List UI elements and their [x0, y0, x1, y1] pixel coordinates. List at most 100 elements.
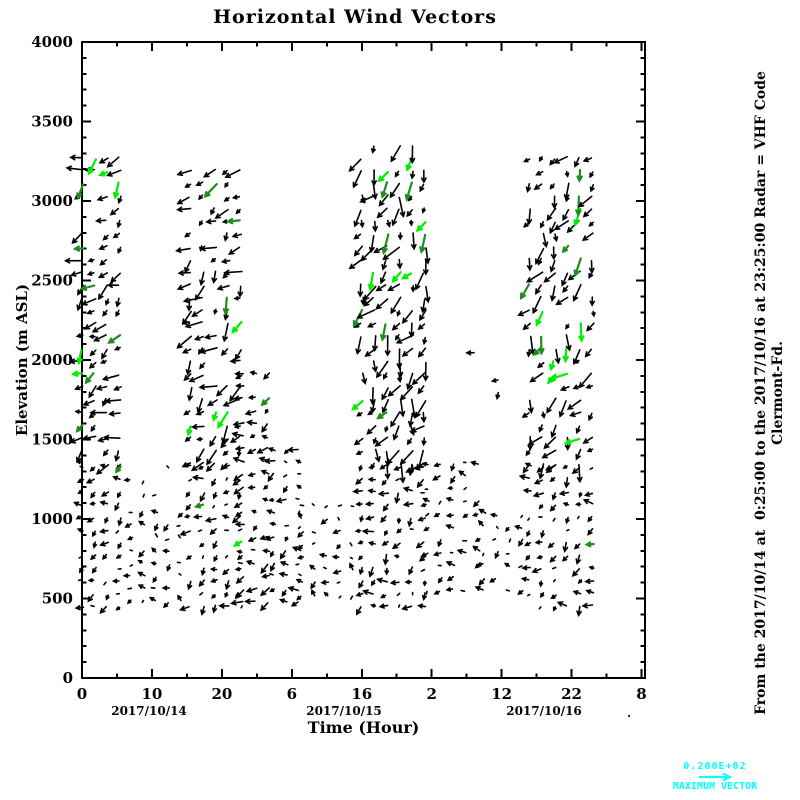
wind-vector: [420, 502, 427, 508]
wind-vector: [421, 461, 429, 467]
wind-vector: [445, 561, 456, 567]
wind-vector: [586, 322, 595, 332]
wind-vector: [358, 580, 364, 589]
wind-vector: [382, 553, 389, 566]
wind-vector: [585, 384, 594, 389]
wind-vector: [75, 450, 83, 464]
wind-vector: [495, 525, 499, 530]
wind-vector: [286, 446, 299, 453]
wind-vector: [406, 437, 413, 446]
wind-vector: [194, 285, 205, 301]
wind-vector: [250, 509, 257, 514]
wind-vector: [204, 517, 217, 523]
wind-vector: [192, 514, 203, 520]
wind-vector: [297, 526, 301, 530]
wind-vector: [100, 359, 107, 364]
wind-vector: [420, 552, 429, 558]
wind-vector: [359, 219, 365, 229]
wind-vector: [177, 512, 183, 518]
wind-vector: [261, 434, 269, 440]
wind-vector: [198, 384, 218, 390]
wind-vector: [357, 540, 364, 545]
wind-vector: [526, 208, 533, 226]
wind-vector: [395, 478, 400, 482]
wind-vector: [425, 590, 428, 595]
wind-vector: [552, 579, 556, 583]
wind-vector: [391, 542, 401, 550]
wind-vector: [199, 592, 204, 596]
wind-vector: [275, 497, 287, 504]
wind-vector: [98, 528, 109, 534]
wind-vector: [422, 258, 429, 276]
wind-vector: [191, 474, 204, 481]
wind-vector: [547, 542, 555, 549]
wind-vector: [332, 569, 342, 575]
wind-vector: [408, 322, 415, 338]
wind-vector: [358, 566, 364, 576]
wind-vector: [581, 232, 594, 241]
wind-vector: [561, 555, 569, 562]
y-tick-label: 2000: [31, 351, 73, 369]
wind-vector: [417, 347, 427, 358]
wind-vector: [410, 232, 417, 251]
wind-vector: [116, 219, 122, 229]
wind-vector: [199, 271, 205, 287]
wind-vector: [378, 603, 389, 609]
wind-vector: [538, 606, 542, 610]
wind-vector: [549, 183, 555, 190]
wind-vector: [589, 171, 594, 179]
wind-vector: [234, 445, 245, 452]
wind-vector: [100, 491, 110, 497]
wind-vector: [421, 592, 427, 601]
wind-vector: [221, 169, 228, 176]
x-tick-label: 6: [287, 685, 297, 703]
wind-vector: [520, 576, 530, 582]
wind-vector: [405, 155, 414, 172]
wind-vector: [527, 436, 543, 446]
wind-vector: [199, 245, 218, 252]
wind-vector: [525, 449, 531, 457]
wind-vector: [562, 285, 569, 294]
wind-vector: [91, 323, 107, 333]
wind-vector: [217, 411, 229, 429]
wind-vector: [77, 489, 83, 495]
wind-vector: [188, 478, 192, 482]
wind-vector: [148, 596, 156, 602]
wind-vector: [90, 491, 96, 499]
wind-vector: [187, 580, 193, 591]
wind-vector: [391, 208, 400, 227]
vector-region-day2-evening-burst: [348, 145, 431, 484]
wind-vector: [234, 371, 244, 377]
wind-vector: [384, 462, 391, 481]
vector-region-day1-evening-burst: [175, 168, 244, 472]
wind-vector: [363, 285, 377, 301]
wind-vector: [117, 542, 122, 550]
wind-vector: [407, 517, 413, 528]
wind-vector: [213, 308, 218, 316]
x-tick-label: 12: [491, 685, 512, 703]
wind-vector: [267, 472, 275, 483]
wind-vector: [221, 514, 230, 519]
wind-vector: [396, 592, 401, 597]
wind-vector: [360, 296, 366, 306]
wind-vector: [529, 335, 536, 356]
wind-vector: [311, 542, 316, 545]
wind-vector: [477, 519, 484, 527]
wind-vector: [409, 219, 414, 227]
vector-region-day3-sparse-mid: [465, 350, 501, 401]
wind-vector: [401, 272, 413, 280]
wind-vector: [445, 513, 454, 518]
wind-vector: [585, 589, 595, 595]
wind-vector: [572, 384, 581, 390]
wind-vector: [296, 555, 305, 560]
wind-vector: [98, 244, 108, 251]
wind-vector: [534, 539, 543, 545]
wind-vector: [137, 571, 146, 577]
wind-vector: [582, 498, 594, 505]
wind-vector: [381, 259, 387, 271]
wind-vector: [578, 372, 592, 389]
wind-vector: [236, 449, 242, 458]
wind-vector: [181, 348, 192, 354]
wind-vector: [536, 361, 545, 369]
wind-vector: [433, 462, 441, 468]
